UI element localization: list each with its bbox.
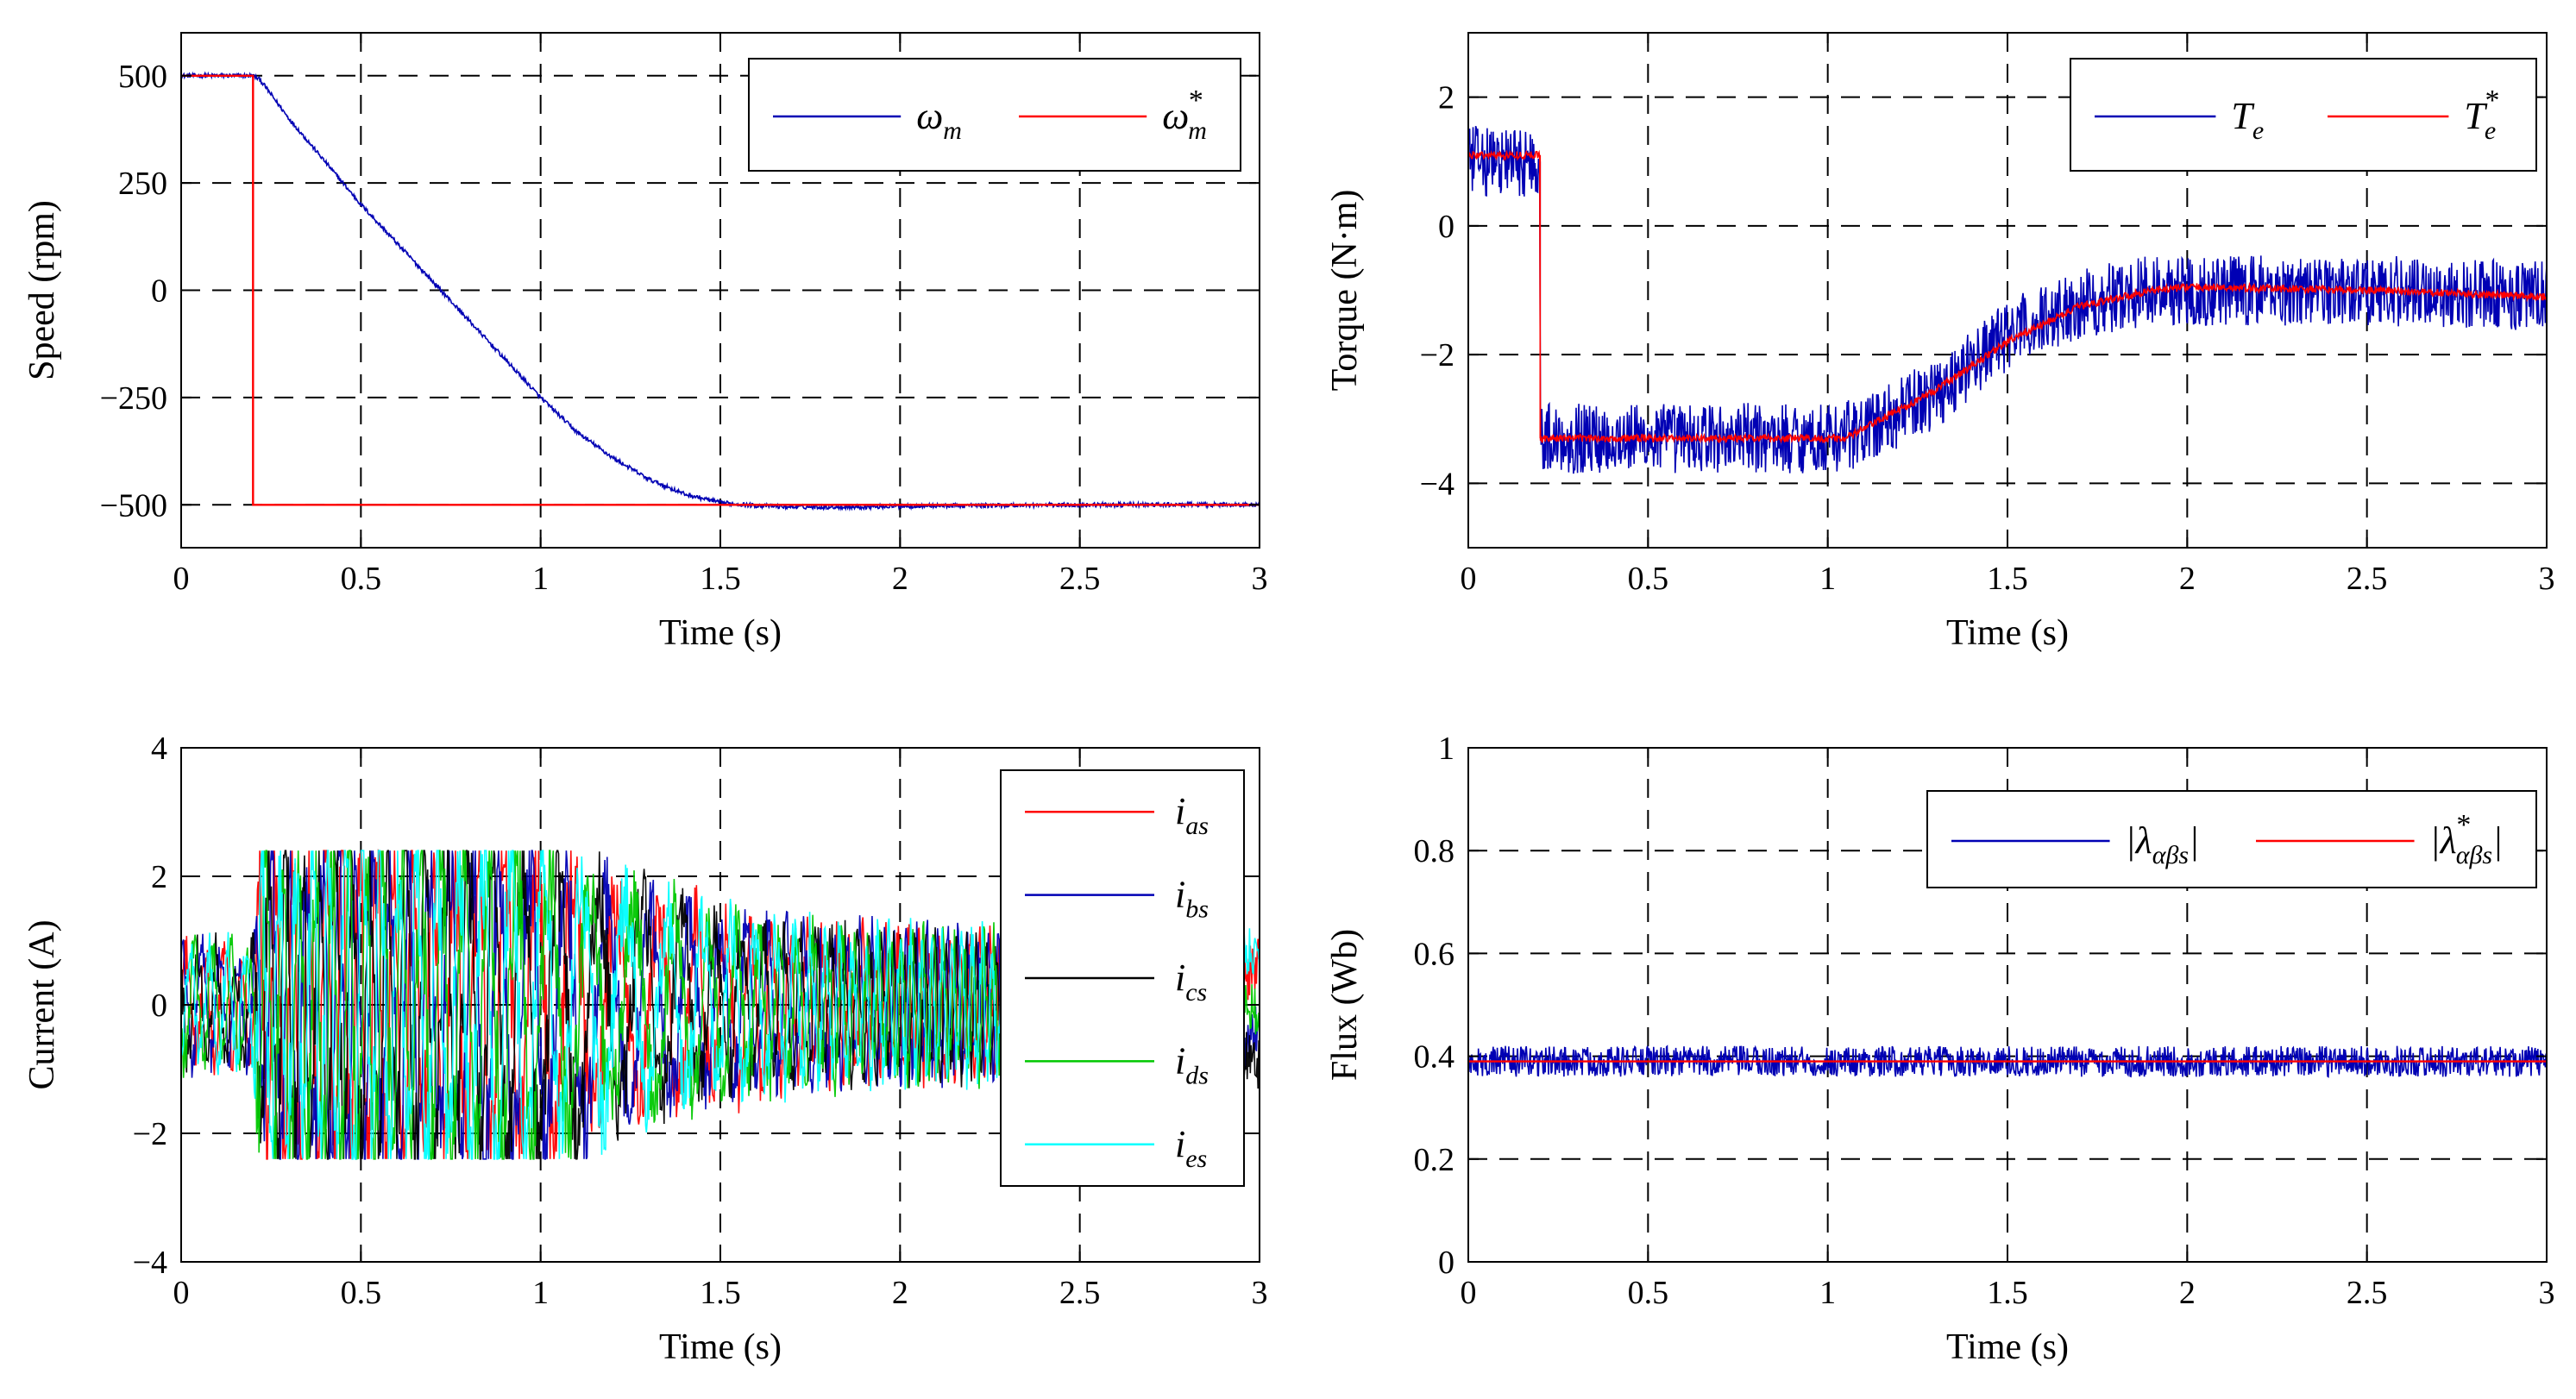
speed-ytick-label: −500: [100, 487, 167, 524]
current-xtick-label: 2: [892, 1275, 908, 1311]
current-legend-label: ics: [1175, 957, 1207, 1007]
current-xtick-label: 1.5: [700, 1275, 741, 1311]
flux-ytick-label: 0.4: [1414, 1039, 1455, 1076]
flux-series-group: [1468, 1045, 2547, 1078]
speed-legend: ωm ω* m: [748, 58, 1241, 172]
torque-series-group: [1468, 125, 2547, 474]
speed-ytick-label: 250: [118, 166, 167, 202]
torque-series-line-reference: [1468, 149, 2547, 444]
current-xtick-label: 2.5: [1059, 1275, 1101, 1311]
speed-series-line-reference: [181, 74, 1260, 506]
torque-legend-box: [2070, 58, 2537, 172]
torque-ylabel: Torque (N·m): [1325, 190, 1365, 392]
speed-xtick-label: 2.5: [1059, 561, 1101, 597]
speed-xtick-label: 0: [173, 561, 190, 597]
speed-ytick-label: −250: [100, 380, 167, 417]
torque-xtick-label: 1.5: [1987, 561, 2028, 597]
current-legend-label: ias: [1175, 790, 1209, 840]
torque-xtick-label: 0: [1461, 561, 1477, 597]
flux-ytick-label: 0: [1438, 1245, 1454, 1281]
current-legend-label: ibs: [1175, 874, 1209, 924]
flux-xtick-label: 1: [1819, 1275, 1836, 1311]
flux-chart: 0 0.5 1 1.5 2 2.5 3 0 0.2 0.4 0.6 0.8 1 Time (s) Flux …: [1325, 731, 2555, 1367]
torque-ytick-label: −4: [1420, 466, 1454, 502]
current-ytick-label: −4: [133, 1245, 167, 1281]
current-chart: 0 0.5 1 1.5 2 2.5 3 −4 −2 0 2 4 Time (s) Current (A) i…: [22, 731, 1268, 1367]
speed-legend-label: ω* m: [1162, 85, 1207, 145]
speed-ytick-label: 0: [151, 273, 167, 310]
flux-xtick-label: 2.5: [2347, 1275, 2388, 1311]
torque-chart: 0 0.5 1 1.5 2 2.5 3 −4 −2 0 2 Time (s) Torque (N·m) T…: [1325, 32, 2555, 653]
torque-xtick-label: 2.5: [2347, 561, 2388, 597]
torque-xtick-label: 1: [1819, 561, 1836, 597]
torque-ytick-label: 2: [1438, 80, 1454, 116]
speed-xtick-label: 1: [532, 561, 549, 597]
flux-legend-box: [1926, 790, 2537, 888]
current-legend-label: ies: [1175, 1123, 1207, 1173]
torque-xtick-label: 2: [2179, 561, 2196, 597]
flux-legend: |λαβs| |λ* αβs|: [1926, 790, 2537, 888]
current-xtick-label: 3: [1252, 1275, 1268, 1311]
torque-ytick-label: 0: [1438, 209, 1454, 245]
torque-xtick-label: 3: [2539, 561, 2555, 597]
current-ylabel: Current (A): [22, 919, 62, 1089]
torque-ytick-label: −2: [1420, 337, 1454, 373]
flux-ytick-label: 0.8: [1414, 833, 1455, 869]
speed-xtick-label: 2: [892, 561, 908, 597]
flux-xtick-label: 0.5: [1628, 1275, 1669, 1311]
flux-xtick-label: 2: [2179, 1275, 2196, 1311]
flux-ytick-label: 0.6: [1414, 936, 1455, 972]
flux-xtick-label: 1.5: [1987, 1275, 2028, 1311]
torque-legend-label: T* e: [2464, 85, 2497, 145]
speed-ytick-label: 500: [118, 59, 167, 95]
speed-legend-box: [748, 58, 1241, 172]
current-xtick-label: 0.5: [341, 1275, 382, 1311]
current-ytick-label: 4: [151, 731, 167, 767]
torque-legend-label: Te: [2231, 95, 2264, 145]
current-xtick-label: 0: [173, 1275, 190, 1311]
flux-legend-label: |λ* αβs|: [2430, 809, 2504, 869]
flux-ylabel: Flux (Wb): [1325, 929, 1365, 1081]
speed-xtick-label: 3: [1252, 561, 1268, 597]
flux-series-line-measured: [1468, 1045, 2547, 1078]
torque-xtick-label: 0.5: [1628, 561, 1669, 597]
current-ytick-label: 2: [151, 859, 167, 895]
current-legend: ias ibs ics ids ies: [1000, 769, 1245, 1187]
flux-xtick-label: 0: [1461, 1275, 1477, 1311]
speed-legend-label: ωm: [916, 95, 962, 145]
speed-xtick-label: 0.5: [341, 561, 382, 597]
current-ytick-label: −2: [133, 1116, 167, 1152]
current-legend-label: ids: [1175, 1039, 1209, 1089]
current-xlabel: Time (s): [659, 1327, 782, 1367]
current-xtick-label: 1: [532, 1275, 549, 1311]
torque-legend: Te T* e: [2070, 58, 2537, 172]
flux-xtick-label: 3: [2539, 1275, 2555, 1311]
speed-chart: 0 0.5 1 1.5 2 2.5 3 −500 −250 0 250 500 Time (s) Spee…: [22, 32, 1268, 653]
flux-legend-label: |λαβs|: [2126, 819, 2200, 869]
current-ytick-label: 0: [151, 988, 167, 1024]
speed-xtick-label: 1.5: [700, 561, 741, 597]
torque-xlabel: Time (s): [1946, 613, 2069, 653]
speed-xlabel: Time (s): [659, 613, 782, 653]
flux-ytick-label: 1: [1438, 731, 1454, 767]
flux-ytick-label: 0.2: [1414, 1142, 1455, 1178]
speed-ylabel: Speed (rpm): [22, 200, 62, 380]
flux-xlabel: Time (s): [1946, 1327, 2069, 1367]
speed-series-group: [181, 71, 1260, 511]
